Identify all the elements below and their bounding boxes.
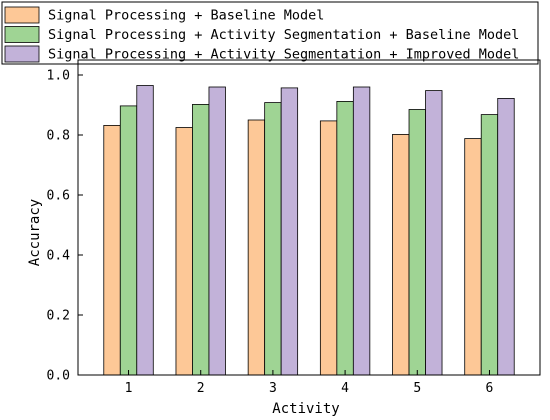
y-tick-label: 0.0 <box>47 369 70 384</box>
bar-s3-cat-3 <box>280 87 299 376</box>
x-tick-label: 2 <box>197 381 205 396</box>
plot-frame <box>77 59 541 376</box>
x-axis-label: Activity <box>272 401 339 417</box>
bar-s3-cat-2 <box>208 86 226 376</box>
bar-s1-cat-3 <box>247 119 266 376</box>
legend-label-s1: Signal Processing + Baseline Model <box>48 8 324 24</box>
y-tick-label: 1.0 <box>47 69 70 84</box>
legend-swatch-s2 <box>4 26 40 43</box>
bar-s2-cat-4 <box>336 101 354 376</box>
bar-s3-cat-1 <box>136 85 154 376</box>
legend: Signal Processing + Baseline Model Signal… <box>1 1 539 65</box>
bar-s1-cat-4 <box>319 120 338 376</box>
x-tick-label: 1 <box>125 381 133 396</box>
bars <box>103 85 515 376</box>
legend-label-s2: Signal Processing + Activity Segmentatio… <box>48 27 519 43</box>
y-tick-label: 0.6 <box>47 189 70 204</box>
bar-s1-cat-6 <box>464 138 482 376</box>
bar-s3-cat-5 <box>425 90 443 376</box>
bar-s2-cat-3 <box>264 102 282 376</box>
y-axis-label: Accuracy <box>27 199 43 266</box>
bar-s2-cat-1 <box>119 105 138 376</box>
y-tick-label: 0.2 <box>47 309 70 324</box>
legend-swatch-s1 <box>4 6 40 24</box>
y-tick-label: 0.4 <box>47 249 71 264</box>
bar-s3-cat-4 <box>352 86 371 376</box>
legend-label-s3: Signal Processing + Activity Segmentatio… <box>48 47 519 63</box>
x-tick-label: 3 <box>269 381 277 396</box>
x-tick-label: 6 <box>486 381 494 396</box>
bar-s2-cat-6 <box>480 114 499 376</box>
bar-s2-cat-5 <box>408 109 426 376</box>
legend-box <box>1 1 539 65</box>
bar-s1-cat-2 <box>175 127 193 376</box>
x-tick-label: 4 <box>341 381 349 396</box>
bar-s3-cat-6 <box>497 98 515 376</box>
y-tick-label: 0.8 <box>47 129 70 144</box>
x-tick-label: 5 <box>413 381 421 396</box>
bar-s2-cat-2 <box>192 104 210 376</box>
bar-s1-cat-5 <box>392 133 410 376</box>
bar-s1-cat-1 <box>103 125 121 376</box>
legend-swatch-s3 <box>4 45 40 63</box>
axes: 0.0 0.2 0.4 0.6 0.8 1.0 1 2 3 4 5 6 <box>47 59 541 396</box>
